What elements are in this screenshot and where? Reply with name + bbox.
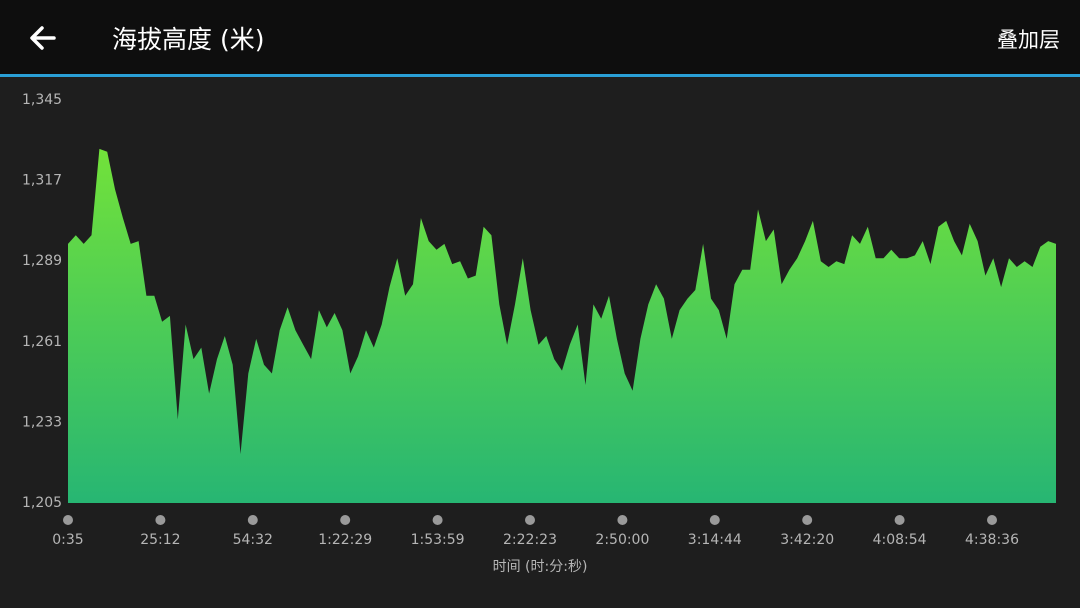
x-tick-label: 25:12 <box>140 532 180 548</box>
x-tick-dot <box>894 515 905 525</box>
x-tick-label: 4:08:54 <box>873 532 927 548</box>
x-tick-label: 3:42:20 <box>780 532 834 548</box>
x-tick-dot <box>802 515 813 525</box>
x-tick-label: 1:53:59 <box>411 532 465 548</box>
x-tick-dot <box>63 515 73 525</box>
x-tick-dot <box>987 515 997 525</box>
back-button[interactable] <box>28 24 58 52</box>
x-tick-dot <box>525 515 535 525</box>
y-tick-label: 1,289 <box>22 253 62 269</box>
overlay-button[interactable]: 叠加层 <box>997 28 1060 52</box>
y-tick-label: 1,345 <box>22 92 62 108</box>
x-tick-dot <box>709 515 720 525</box>
top-bar: 海拔高度 (米) 叠加层 <box>0 0 1080 77</box>
y-tick-label: 1,261 <box>22 334 62 350</box>
elevation-area <box>68 148 1056 503</box>
y-tick-label: 1,317 <box>22 173 62 189</box>
x-tick-label: 2:50:00 <box>595 532 649 548</box>
x-axis-title: 时间 (时:分:秒) <box>493 559 588 575</box>
x-tick-label: 3:14:44 <box>688 532 742 548</box>
chart: 时间 (时:分:秒) 1,205 1,233 1,261 1,289 1,317 1,34… <box>22 92 1056 575</box>
y-tick-label: 1,205 <box>22 495 62 511</box>
x-tick-label: 1:22:29 <box>318 532 372 548</box>
x-tick-dot <box>340 515 351 525</box>
x-tick-label: 0:35 <box>52 532 83 548</box>
x-tick-dot <box>247 515 258 525</box>
page-title: 海拔高度 (米) <box>112 25 265 54</box>
x-tick-label: 4:38:36 <box>965 532 1019 548</box>
y-tick-label: 1,233 <box>22 414 62 430</box>
x-tick-label: 2:22:23 <box>503 532 557 548</box>
x-tick-dot <box>432 515 443 525</box>
x-tick-dot <box>617 515 628 525</box>
x-tick-dot <box>155 515 166 525</box>
x-tick-label: 54:32 <box>233 532 273 548</box>
